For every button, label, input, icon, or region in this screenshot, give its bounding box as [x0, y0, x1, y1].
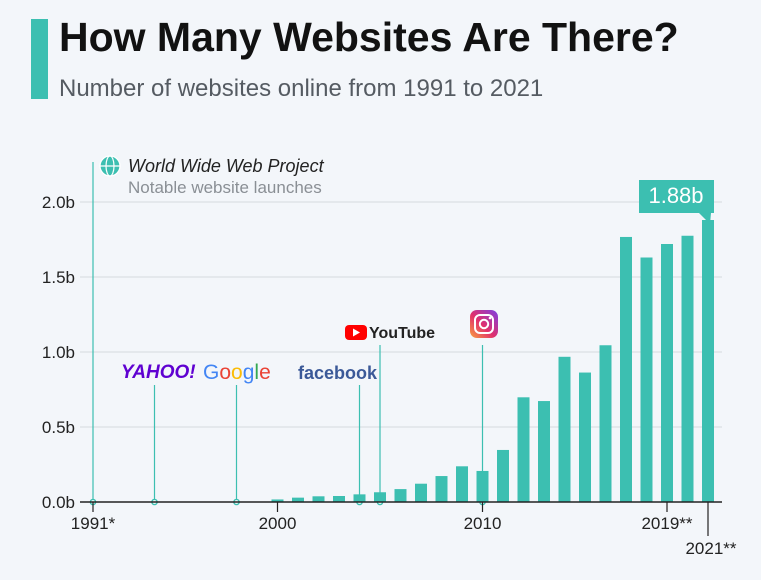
value-badge: 1.88b [639, 180, 714, 224]
x-tick-label: 2019** [641, 514, 692, 533]
x-tick-label: 2000 [259, 514, 297, 533]
bar [517, 397, 530, 502]
chart-title: How Many Websites Are There? [59, 14, 679, 60]
bar [620, 236, 632, 502]
x-tick-label: 1991* [71, 514, 116, 533]
bar [394, 489, 407, 502]
x-tick-label: 2021** [685, 539, 736, 558]
bar [497, 449, 509, 502]
bars [148, 220, 714, 502]
title-accent-bar [31, 19, 48, 99]
y-tick-label: 2.0b [42, 193, 75, 212]
bar [353, 494, 366, 502]
bar [333, 496, 345, 502]
globe-icon [99, 155, 121, 177]
svg-text:YouTube: YouTube [369, 325, 435, 342]
instagram-icon [470, 310, 498, 338]
facebook-logo: facebook [298, 363, 378, 383]
bar [292, 497, 304, 502]
bar [681, 235, 694, 502]
bar [661, 244, 673, 502]
bar [271, 499, 284, 502]
bar [579, 372, 591, 502]
bar [374, 492, 386, 502]
x-tick-label: 2010 [464, 514, 502, 533]
bar [599, 345, 612, 502]
badge-label: 1.88b [648, 183, 703, 208]
gridlines [80, 201, 722, 428]
axes: 0.0b 0.5b 1.0b 1.5b 2.0b 1991* 2000 2010 2019** 2… [42, 193, 737, 558]
bar [312, 496, 325, 502]
bar [558, 356, 571, 502]
callout-title: World Wide Web Project [128, 156, 325, 176]
google-logo: Google [203, 361, 271, 384]
callout-subtitle: Notable website launches [128, 178, 322, 197]
bar [456, 466, 468, 502]
y-tick-label: 0.5b [42, 418, 75, 437]
bar [702, 220, 714, 502]
bar-chart: 0.0b 0.5b 1.0b 1.5b 2.0b 1991* 2000 2010 2019** 2… [42, 155, 737, 558]
y-tick-label: 1.0b [42, 343, 75, 362]
youtube-logo: YouTube [345, 325, 435, 342]
chart-subtitle: Number of websites online from 1991 to 2… [59, 75, 544, 102]
callout: World Wide Web Project Notable website l… [99, 155, 325, 197]
bar [640, 257, 653, 502]
bar [435, 476, 448, 502]
bar [538, 401, 550, 502]
bar [415, 483, 427, 502]
y-tick-label: 0.0b [42, 493, 75, 512]
y-tick-label: 1.5b [42, 268, 75, 287]
bar [476, 470, 489, 502]
yahoo-logo: YAHOO! [121, 362, 196, 383]
svg-text:Google: Google [203, 361, 271, 384]
